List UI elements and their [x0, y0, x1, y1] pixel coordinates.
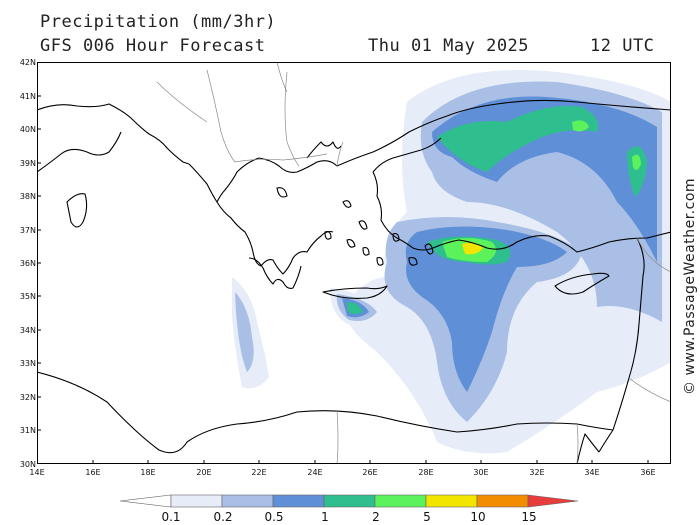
forecast-date: Thu 01 May 2025	[368, 36, 530, 56]
precip-layer-yellow	[462, 242, 483, 255]
lat-label: 40N	[20, 125, 36, 134]
forecast-subtitle: GFS 006 Hour Forecast	[40, 36, 266, 56]
forecast-time: 12 UTC	[590, 36, 655, 56]
legend-swatch	[425, 494, 478, 508]
lat-label: 30N	[20, 460, 36, 469]
precipitation-map	[37, 62, 671, 464]
legend-swatches	[119, 494, 579, 508]
lat-label: 35N	[20, 292, 36, 301]
lon-label: 20E	[196, 468, 211, 477]
legend-label: 2	[372, 510, 380, 524]
lat-label: 39N	[20, 159, 36, 168]
lat-label: 33N	[20, 359, 36, 368]
lon-label: 24E	[307, 468, 322, 477]
legend-swatch	[119, 494, 172, 508]
lon-label: 26E	[362, 468, 377, 477]
lon-label: 36E	[640, 468, 655, 477]
country-borders	[156, 62, 671, 464]
lat-label: 31N	[20, 426, 36, 435]
legend-label: 0.2	[213, 510, 232, 524]
legend-label: 10	[470, 510, 485, 524]
legend-label: 15	[521, 510, 536, 524]
legend-swatch	[323, 494, 376, 508]
legend-swatch	[527, 494, 579, 508]
lon-label: 18E	[140, 468, 155, 477]
legend-swatch	[170, 494, 223, 508]
lat-label: 34N	[20, 326, 36, 335]
lon-label: 14E	[30, 468, 45, 477]
lat-label: 32N	[20, 393, 36, 402]
legend-labels: 0.1 0.2 0.5 1 2 5 10 15	[161, 510, 536, 524]
latitude-labels: 42N 41N 40N 39N 38N 37N 36N 35N 34N 33N …	[20, 58, 36, 469]
precip-layer-green	[442, 120, 641, 262]
longitude-labels: 14E 16E 18E 20E 22E 24E 26E 28E 30E 32E …	[30, 468, 656, 477]
legend-swatch	[221, 494, 274, 508]
lat-label: 42N	[20, 58, 36, 67]
precipitation-legend: 0.1 0.2 0.5 1 2 5 10 15	[119, 494, 579, 524]
legend-swatch	[374, 494, 427, 508]
lat-label: 36N	[20, 259, 36, 268]
legend-label: 1	[321, 510, 329, 524]
lon-label: 16E	[85, 468, 100, 477]
legend-label: 0.1	[161, 510, 180, 524]
lon-label: 30E	[473, 468, 488, 477]
axis-ticks	[37, 62, 649, 464]
legend-label: 5	[423, 510, 431, 524]
lon-label: 32E	[529, 468, 544, 477]
lat-label: 37N	[20, 226, 36, 235]
lon-label: 34E	[584, 468, 599, 477]
lat-label: 38N	[20, 192, 36, 201]
lon-label: 22E	[251, 468, 266, 477]
website-credit: © www.PassageWeather.com	[682, 177, 698, 395]
coastlines	[37, 99, 671, 464]
lat-label: 41N	[20, 92, 36, 101]
legend-swatch	[476, 494, 529, 508]
legend-swatch	[272, 494, 325, 508]
map-title: Precipitation (mm/3hr)	[40, 12, 277, 32]
legend-label: 0.5	[264, 510, 283, 524]
lon-label: 28E	[418, 468, 433, 477]
